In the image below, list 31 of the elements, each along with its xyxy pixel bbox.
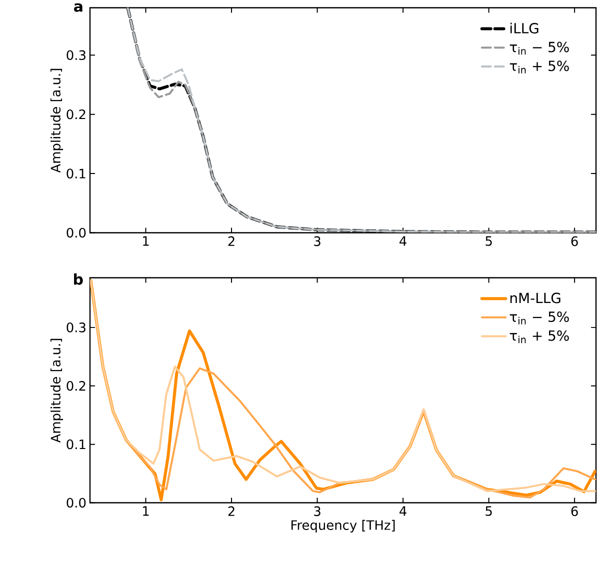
legend-label: τ$_{in}$ + 5% — [510, 330, 569, 344]
legend-label: τ$_{in}$ − 5% — [510, 312, 569, 324]
y-tick-label: 0.0 — [66, 498, 86, 508]
y-tick-label: 0.1 — [66, 168, 86, 179]
x-tick-label: 1 — [143, 236, 149, 246]
x-tick-label: 3 — [314, 506, 320, 516]
x-tick-label: 6 — [571, 506, 578, 516]
y-tick-label: 0.2 — [66, 381, 86, 391]
y-tick-label: 0.1 — [66, 440, 86, 450]
y-axis-title: Amplitude [a.u.] — [50, 69, 64, 173]
chart-title: a — [74, 3, 82, 12]
legend-label: τ$_{in}$ + 5% — [510, 60, 569, 74]
x-tick-label: 5 — [486, 506, 492, 516]
x-tick-label: 2 — [228, 236, 234, 246]
x-tick-label: 4 — [400, 236, 406, 246]
legend-label: iLLG — [510, 22, 538, 34]
y-tick-label: 0.2 — [66, 110, 86, 120]
x-tick-label: 4 — [400, 506, 406, 516]
x-tick-label: 2 — [228, 506, 234, 516]
y-tick-label: 0.3 — [66, 50, 86, 60]
legend-label: nM-LLG — [510, 292, 560, 304]
x-tick-label: 6 — [571, 236, 578, 246]
x-axis-title: Frequency [THz] — [291, 520, 395, 533]
y-tick-label: 0.3 — [66, 322, 86, 332]
x-tick-label: 3 — [314, 236, 320, 246]
legend-label: τ$_{in}$ − 5% — [510, 42, 569, 55]
y-tick-label: 0.0 — [66, 228, 86, 238]
x-tick-label: 5 — [486, 236, 492, 246]
chart-title: b — [74, 273, 83, 285]
x-tick-label: 1 — [143, 506, 149, 516]
y-axis-title: Amplitude [a.u.] — [50, 339, 64, 443]
